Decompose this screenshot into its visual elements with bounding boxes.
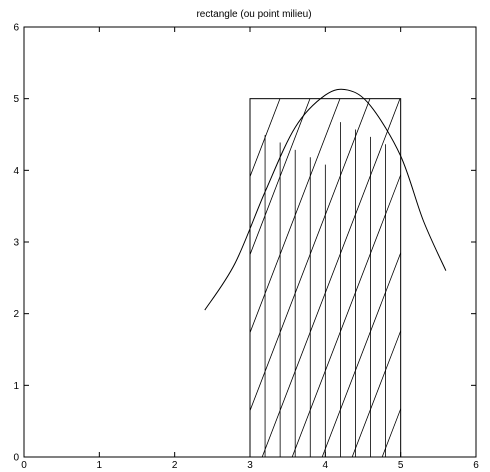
y-tick-label: 1: [13, 381, 19, 392]
y-tick-label: 6: [13, 23, 19, 34]
hatch-diagonal-line: [412, 99, 490, 457]
x-tick-label: 2: [172, 460, 178, 471]
hatch-diagonals: [250, 98, 490, 458]
y-tick-label: 4: [13, 166, 19, 177]
y-tick-label: 2: [13, 309, 19, 320]
x-tick-label: 0: [21, 460, 27, 471]
y-tick-label: 0: [13, 453, 19, 464]
x-tick-label: 4: [323, 460, 329, 471]
hatch-diagonal-line: [321, 251, 401, 458]
hatch-diagonal-line: [261, 98, 401, 458]
chart-marks: [204, 88, 490, 458]
hatch-diagonal-line: [291, 173, 401, 458]
x-tick-label: 6: [473, 460, 479, 471]
y-tick-label: 5: [13, 94, 19, 105]
x-tick-label: 5: [398, 460, 404, 471]
hatch-diagonal-line: [250, 98, 251, 100]
hatch-diagonal-line: [250, 98, 371, 412]
chart-title: rectangle (ou point milieu): [196, 9, 311, 20]
x-tick-label: 1: [97, 460, 103, 471]
hatch-diagonal-line: [381, 407, 401, 458]
y-tick-label: 3: [13, 238, 19, 249]
hatch-diagonal-line: [250, 98, 311, 256]
hatch-diagonal-line: [250, 98, 341, 334]
hatch-diagonal-line: [351, 329, 401, 458]
hatch-diagonal-line: [250, 98, 281, 178]
x-tick-label: 3: [247, 460, 253, 471]
y-axis: 0 1 2 3 4 5 6: [13, 23, 476, 464]
function-curve: [204, 88, 447, 311]
